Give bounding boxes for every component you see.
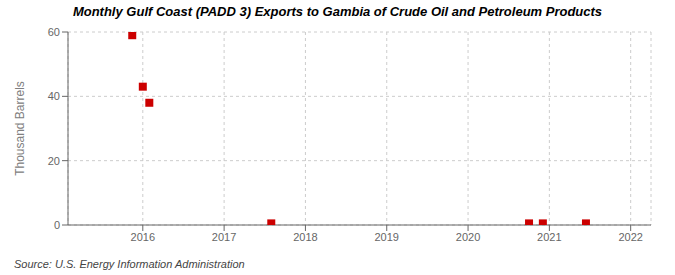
svg-text:2022: 2022 <box>618 231 642 243</box>
svg-text:2020: 2020 <box>456 231 480 243</box>
svg-text:2021: 2021 <box>537 231 561 243</box>
svg-text:20: 20 <box>48 155 60 167</box>
svg-text:0: 0 <box>54 219 60 231</box>
svg-text:60: 60 <box>48 26 60 38</box>
svg-text:2019: 2019 <box>374 231 398 243</box>
svg-text:2016: 2016 <box>131 231 155 243</box>
svg-text:2017: 2017 <box>212 231 236 243</box>
svg-text:2018: 2018 <box>293 231 317 243</box>
svg-text:40: 40 <box>48 90 60 102</box>
svg-text:Thousand Barrels: Thousand Barrels <box>13 81 27 176</box>
html-text:Source: U.S. Energy Informatio: Source: U.S. Energy Information Administ… <box>14 258 245 270</box>
html-text:Monthly Gulf Coast (PADD 3) Ex: Monthly Gulf Coast (PADD 3) Exports to G… <box>72 4 603 19</box>
